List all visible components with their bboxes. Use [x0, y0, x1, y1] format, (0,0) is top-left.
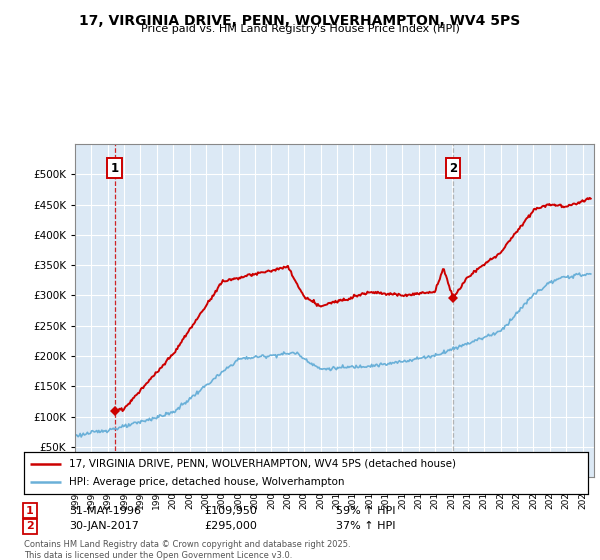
- Text: 17, VIRGINIA DRIVE, PENN, WOLVERHAMPTON, WV4 5PS (detached house): 17, VIRGINIA DRIVE, PENN, WOLVERHAMPTON,…: [69, 459, 456, 469]
- Text: £109,950: £109,950: [204, 506, 257, 516]
- Text: 37% ↑ HPI: 37% ↑ HPI: [336, 521, 395, 531]
- Text: 1: 1: [110, 162, 119, 175]
- Text: 59% ↑ HPI: 59% ↑ HPI: [336, 506, 395, 516]
- Text: Price paid vs. HM Land Registry's House Price Index (HPI): Price paid vs. HM Land Registry's House …: [140, 24, 460, 34]
- Text: 31-MAY-1996: 31-MAY-1996: [69, 506, 141, 516]
- Text: 1: 1: [26, 506, 34, 516]
- Text: 17, VIRGINIA DRIVE, PENN, WOLVERHAMPTON, WV4 5PS: 17, VIRGINIA DRIVE, PENN, WOLVERHAMPTON,…: [79, 14, 521, 28]
- Text: Contains HM Land Registry data © Crown copyright and database right 2025.
This d: Contains HM Land Registry data © Crown c…: [24, 540, 350, 560]
- Text: 2: 2: [26, 521, 34, 531]
- Text: £295,000: £295,000: [204, 521, 257, 531]
- Text: 2: 2: [449, 162, 457, 175]
- Text: 30-JAN-2017: 30-JAN-2017: [69, 521, 139, 531]
- Text: HPI: Average price, detached house, Wolverhampton: HPI: Average price, detached house, Wolv…: [69, 477, 344, 487]
